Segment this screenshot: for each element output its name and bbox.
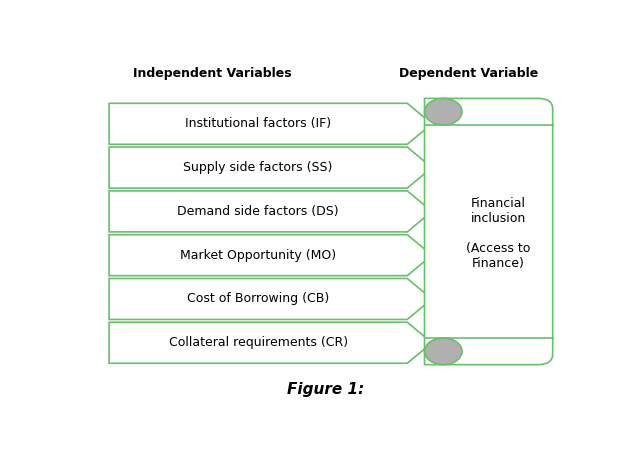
Polygon shape bbox=[109, 191, 432, 232]
Text: Institutional factors (IF): Institutional factors (IF) bbox=[185, 117, 331, 130]
Circle shape bbox=[425, 338, 462, 364]
Polygon shape bbox=[109, 235, 432, 276]
Text: Supply side factors (SS): Supply side factors (SS) bbox=[184, 161, 333, 174]
Text: (Access to
Finance): (Access to Finance) bbox=[466, 242, 530, 270]
Polygon shape bbox=[109, 147, 432, 188]
Polygon shape bbox=[109, 103, 432, 144]
Text: Financial
inclusion: Financial inclusion bbox=[471, 197, 526, 224]
Text: Demand side factors (DS): Demand side factors (DS) bbox=[177, 205, 339, 218]
PathPatch shape bbox=[425, 98, 553, 364]
Text: Market Opportunity (MO): Market Opportunity (MO) bbox=[180, 249, 336, 262]
Text: Figure 1:: Figure 1: bbox=[287, 382, 364, 397]
Polygon shape bbox=[109, 322, 432, 363]
Text: Collateral requirements (CR): Collateral requirements (CR) bbox=[169, 336, 348, 349]
Text: Dependent Variable: Dependent Variable bbox=[399, 67, 539, 81]
Circle shape bbox=[425, 98, 462, 125]
Polygon shape bbox=[109, 278, 432, 319]
Text: Independent Variables: Independent Variables bbox=[134, 67, 292, 81]
Text: Cost of Borrowing (CB): Cost of Borrowing (CB) bbox=[187, 293, 329, 305]
